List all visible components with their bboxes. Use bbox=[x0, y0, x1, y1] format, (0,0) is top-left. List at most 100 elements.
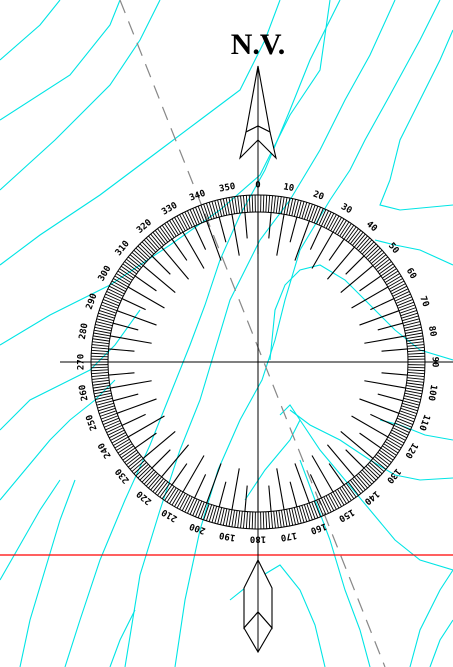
degree-tick bbox=[154, 479, 167, 494]
degree-tick bbox=[380, 265, 396, 277]
degree-tick bbox=[225, 197, 230, 215]
inner-tick bbox=[142, 430, 176, 459]
degree-tick bbox=[166, 221, 177, 237]
inner-tick bbox=[370, 298, 395, 311]
degree-tick bbox=[296, 200, 302, 218]
degree-tick bbox=[157, 228, 169, 243]
degree-label: 160 bbox=[309, 520, 328, 535]
degree-tick bbox=[92, 382, 110, 386]
degree-tick bbox=[286, 197, 291, 215]
degree-tick bbox=[116, 273, 132, 283]
degree-tick bbox=[270, 511, 274, 529]
degree-tick bbox=[240, 511, 243, 529]
degree-tick bbox=[390, 432, 406, 441]
degree-tick bbox=[330, 492, 340, 509]
degree-tick bbox=[237, 510, 241, 528]
inner-tick bbox=[359, 275, 382, 292]
inner-tick bbox=[112, 322, 139, 331]
degree-label: 330 bbox=[160, 201, 179, 218]
degree-label: 60 bbox=[404, 267, 418, 281]
degree-tick bbox=[296, 506, 302, 524]
inner-tick bbox=[311, 455, 334, 493]
degree-tick bbox=[102, 417, 120, 425]
inner-tick bbox=[134, 275, 157, 292]
degree-tick bbox=[91, 344, 109, 347]
degree-tick bbox=[181, 212, 191, 229]
degree-tick bbox=[268, 195, 271, 213]
degree-tick bbox=[395, 420, 412, 428]
degree-tick bbox=[101, 301, 119, 309]
degree-tick bbox=[106, 424, 123, 433]
inner-tick bbox=[231, 468, 240, 510]
inner-tick bbox=[151, 449, 171, 469]
inner-tick bbox=[127, 415, 165, 438]
degree-tick bbox=[150, 476, 162, 491]
degree-label: 10 bbox=[282, 182, 294, 194]
degree-tick bbox=[275, 196, 279, 214]
inner-tick bbox=[345, 449, 365, 469]
degree-tick bbox=[205, 504, 213, 521]
degree-tick bbox=[402, 318, 420, 324]
degree-tick bbox=[107, 288, 124, 297]
inner-tick bbox=[134, 432, 157, 449]
degree-tick bbox=[92, 335, 110, 339]
degree-tick bbox=[92, 341, 110, 345]
inner-tick bbox=[345, 255, 365, 275]
degree-tick bbox=[301, 505, 308, 522]
degree-tick bbox=[316, 499, 324, 516]
degree-tick bbox=[394, 422, 411, 431]
degree-tick bbox=[161, 484, 173, 500]
degree-tick bbox=[141, 241, 155, 255]
degree-tick bbox=[92, 379, 110, 383]
degree-tick bbox=[135, 247, 149, 261]
degree-tick bbox=[237, 196, 241, 214]
degree-tick bbox=[334, 218, 345, 234]
degree-tick bbox=[358, 237, 371, 251]
inner-tick bbox=[116, 310, 157, 326]
inner-tick bbox=[171, 238, 188, 261]
degree-tick bbox=[397, 301, 415, 309]
inner-tick bbox=[127, 286, 165, 309]
degree-tick bbox=[154, 230, 167, 245]
degree-tick bbox=[92, 385, 110, 389]
degree-tick bbox=[143, 471, 157, 485]
degree-tick bbox=[405, 329, 423, 334]
degree-label: 70 bbox=[417, 295, 430, 309]
degree-tick bbox=[347, 481, 359, 496]
degree-tick bbox=[91, 369, 109, 372]
degree-tick bbox=[339, 221, 350, 237]
degree-tick bbox=[308, 204, 316, 222]
degree-label: 180 bbox=[250, 534, 266, 544]
degree-tick bbox=[152, 231, 164, 246]
degree-tick bbox=[383, 443, 399, 454]
degree-tick bbox=[306, 503, 313, 521]
degree-label: 250 bbox=[85, 413, 100, 432]
inner-tick bbox=[218, 481, 227, 508]
degree-tick bbox=[111, 434, 128, 444]
degree-label: 270 bbox=[77, 354, 87, 370]
degree-tick bbox=[95, 397, 113, 403]
degree-tick bbox=[325, 212, 335, 229]
contour-line bbox=[109, 609, 136, 667]
inner-tick bbox=[121, 413, 146, 426]
degree-tick bbox=[95, 323, 112, 329]
degree-tick bbox=[129, 254, 144, 266]
degree-tick bbox=[152, 478, 164, 493]
degree-tick bbox=[400, 407, 417, 415]
degree-tick bbox=[114, 275, 130, 286]
degree-tick bbox=[403, 397, 421, 403]
degree-tick bbox=[197, 205, 205, 223]
degree-label: 150 bbox=[337, 506, 356, 523]
inner-tick bbox=[340, 265, 374, 294]
degree-label: 280 bbox=[78, 322, 91, 340]
inner-tick bbox=[289, 216, 298, 243]
degree-tick bbox=[150, 233, 162, 248]
degree-tick bbox=[102, 299, 120, 307]
degree-tick bbox=[406, 341, 424, 345]
degree-tick bbox=[91, 349, 109, 352]
degree-tick bbox=[96, 318, 114, 324]
north-label: N.V. bbox=[231, 28, 285, 61]
degree-tick bbox=[398, 412, 416, 420]
